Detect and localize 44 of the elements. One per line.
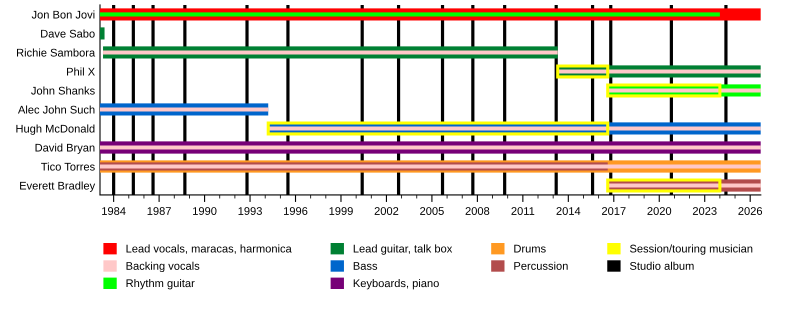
y-tick-label: Hugh McDonald bbox=[16, 124, 94, 135]
bar bbox=[558, 69, 761, 74]
x-tick-label: 2002 bbox=[374, 207, 398, 215]
legend-label: Keyboards, piano bbox=[354, 279, 439, 290]
x-tick-label: 2011 bbox=[511, 207, 534, 215]
x-tick-label: 1993 bbox=[238, 207, 262, 215]
bar bbox=[100, 107, 268, 112]
legend-label: Rhythm guitar bbox=[126, 279, 195, 290]
bar bbox=[608, 88, 761, 92]
bar bbox=[100, 27, 105, 40]
x-tick-label: 1984 bbox=[102, 207, 126, 215]
y-tick-label: John Shanks bbox=[31, 86, 95, 95]
x-tick-label: 1990 bbox=[193, 207, 216, 215]
legend-label: Backing vocals bbox=[126, 262, 200, 272]
x-tick-label: 2008 bbox=[466, 207, 490, 215]
x-tick-label: 2026 bbox=[738, 207, 762, 215]
legend-label: Lead vocals, maracas, harmonica bbox=[126, 244, 292, 254]
x-tick-label: 2017 bbox=[602, 207, 626, 215]
y-tick-label: Alec John Such bbox=[18, 105, 94, 114]
y-tick-label: Everett Bradley bbox=[20, 181, 96, 192]
legend-label: Studio album bbox=[630, 262, 694, 270]
x-tick-label: 2014 bbox=[556, 207, 580, 215]
y-tick-label: Phil X bbox=[67, 67, 95, 76]
legend-label: Percussion bbox=[514, 262, 568, 270]
x-tick-label: 2023 bbox=[692, 207, 717, 215]
x-tick-label: 1987 bbox=[148, 207, 171, 215]
y-tick-label: David Bryan bbox=[36, 143, 94, 154]
legend-label: Session/touring musician bbox=[630, 244, 752, 255]
y-tick-label: Dave Sabo bbox=[41, 29, 95, 38]
bar bbox=[100, 164, 761, 169]
legend-label: Lead guitar, talk box bbox=[354, 244, 452, 255]
x-tick-label: 2005 bbox=[420, 207, 444, 215]
x-tick-label: 2020 bbox=[647, 207, 672, 215]
legend-label: Bass bbox=[354, 262, 378, 270]
legend-label: Drums bbox=[514, 244, 546, 253]
bar bbox=[100, 145, 761, 150]
x-tick-label: 1999 bbox=[329, 207, 353, 215]
bar bbox=[268, 126, 761, 131]
bar bbox=[103, 50, 558, 54]
x-tick-label: 1996 bbox=[284, 207, 308, 215]
y-tick-label: Richie Sambora bbox=[17, 48, 96, 57]
y-tick-label: Tico Torres bbox=[41, 162, 95, 171]
bar bbox=[608, 183, 761, 188]
y-tick-label: Jon Bon Jovi bbox=[32, 10, 94, 19]
